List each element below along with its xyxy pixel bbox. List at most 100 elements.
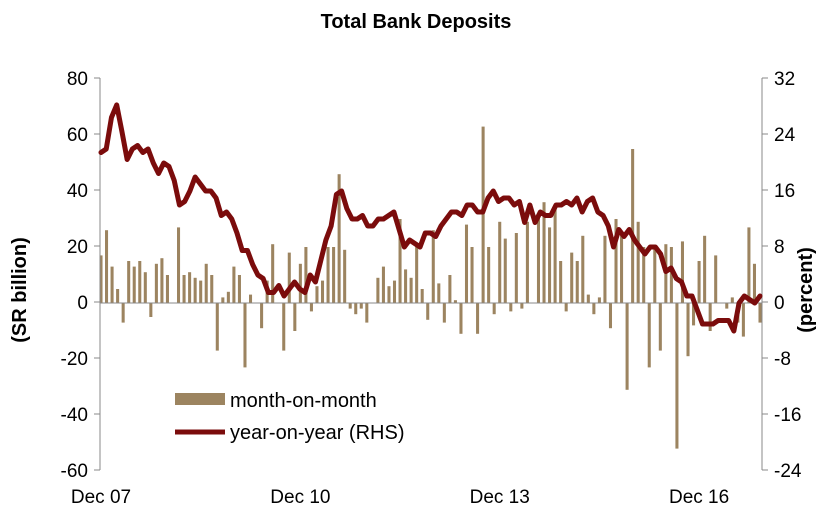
bar-month-on-month <box>392 280 397 303</box>
bar-month-on-month <box>105 230 109 303</box>
bar-month-on-month <box>210 275 214 303</box>
bar-month-on-month <box>536 213 541 303</box>
legend-label-year-on-year: year-on-year (RHS) <box>230 422 404 444</box>
y-right-tick-label: -16 <box>774 405 801 426</box>
bar-month-on-month <box>730 297 734 303</box>
bar-month-on-month <box>337 174 341 303</box>
bar-month-on-month <box>647 303 651 368</box>
bar-month-on-month <box>354 303 358 315</box>
legend-label-month-on-month: month-on-month <box>230 390 377 412</box>
bar-month-on-month <box>365 303 369 323</box>
bar-month-on-month <box>426 303 430 320</box>
bar-month-on-month <box>304 247 308 303</box>
bar-month-on-month <box>459 303 463 334</box>
bar-month-on-month <box>492 303 496 315</box>
bar-month-on-month <box>714 255 718 303</box>
bar-month-on-month <box>658 303 662 351</box>
x-tick-label: Dec 16 <box>669 487 729 508</box>
bar-month-on-month <box>464 224 469 303</box>
bar-month-on-month <box>226 291 230 303</box>
bar-month-on-month <box>620 233 624 303</box>
bar-month-on-month <box>631 149 635 303</box>
y-axis-right-title: (percent) <box>795 247 817 333</box>
bar-month-on-month <box>415 244 419 303</box>
bar-month-on-month <box>514 233 518 303</box>
bar-month-on-month <box>442 303 446 323</box>
bar-month-on-month <box>154 263 158 303</box>
bar-month-on-month <box>669 247 673 303</box>
bar-month-on-month <box>188 272 192 303</box>
bar-month-on-month <box>448 275 452 303</box>
bar-month-on-month <box>653 247 657 303</box>
bar-month-on-month <box>686 303 690 357</box>
bar-month-on-month <box>260 303 264 329</box>
bar-month-on-month <box>614 219 618 303</box>
bar-month-on-month <box>603 235 607 303</box>
bar-month-on-month <box>404 269 408 303</box>
bar-month-on-month <box>608 303 613 329</box>
bar-month-on-month <box>326 247 330 303</box>
bar-month-on-month <box>697 261 701 303</box>
y-right-tick-label: 0 <box>774 293 785 314</box>
legend: month-on-month year-on-year (RHS) <box>175 390 404 444</box>
bar-month-on-month <box>431 230 435 303</box>
y-right-tick-label: 24 <box>774 125 796 146</box>
bar-month-on-month <box>409 277 413 303</box>
chart-title: Total Bank Deposits <box>321 11 512 33</box>
bar-month-on-month <box>177 227 181 303</box>
bar-month-on-month <box>121 303 125 323</box>
bar-month-on-month <box>149 303 153 317</box>
bar-month-on-month <box>298 263 302 303</box>
y-axis-left-title: (SR billion) <box>9 237 31 343</box>
bar-month-on-month <box>127 261 131 303</box>
bar-month-on-month <box>132 266 136 303</box>
bar-month-on-month <box>597 297 601 303</box>
x-tick-label: Dec 07 <box>71 487 131 508</box>
y-left-tick-label: -20 <box>61 349 88 370</box>
bar-month-on-month <box>692 303 696 326</box>
bar-month-on-month <box>586 294 590 303</box>
bar-month-on-month <box>110 266 114 303</box>
bar-month-on-month <box>575 261 579 303</box>
bar-month-on-month <box>725 303 729 309</box>
bar-month-on-month <box>348 303 352 309</box>
bar-month-on-month <box>487 247 491 303</box>
bar-month-on-month <box>564 303 568 312</box>
bar-month-on-month <box>525 221 529 303</box>
x-tick-label: Dec 10 <box>270 487 330 508</box>
bar-month-on-month <box>642 247 646 303</box>
bar-month-on-month <box>309 303 313 312</box>
bar-month-on-month <box>520 303 524 309</box>
y-right-tick-label: 16 <box>774 181 795 202</box>
bar-month-on-month <box>293 303 297 331</box>
bar-month-on-month <box>376 277 380 303</box>
bar-month-on-month <box>542 202 546 303</box>
y-left-tick-label: 80 <box>67 69 88 90</box>
bar-month-on-month <box>182 275 186 303</box>
bar-month-on-month <box>359 303 363 309</box>
bar-month-on-month <box>215 303 219 351</box>
y-left-tick-label: 20 <box>67 237 88 258</box>
legend-swatch-month-on-month <box>175 393 225 405</box>
bar-month-on-month <box>503 238 507 303</box>
bar-month-on-month <box>398 219 402 303</box>
bar-month-on-month <box>747 227 751 303</box>
bar-month-on-month <box>232 266 236 303</box>
bar-month-on-month <box>592 303 596 315</box>
bar-month-on-month <box>420 289 424 303</box>
y-left-tick-label: -60 <box>61 461 88 482</box>
bar-month-on-month <box>143 272 147 303</box>
bar-month-on-month <box>675 303 679 449</box>
bar-month-on-month <box>199 280 203 303</box>
y-left-tick-label: 60 <box>67 125 88 146</box>
bar-month-on-month <box>570 252 574 303</box>
bar-month-on-month <box>99 255 103 303</box>
bar-month-on-month <box>559 261 563 303</box>
bar-month-on-month <box>193 277 197 303</box>
bar-month-on-month <box>160 258 164 303</box>
line-year-on-year <box>98 102 763 334</box>
bar-month-on-month <box>243 303 247 368</box>
bar-month-on-month <box>387 286 391 303</box>
